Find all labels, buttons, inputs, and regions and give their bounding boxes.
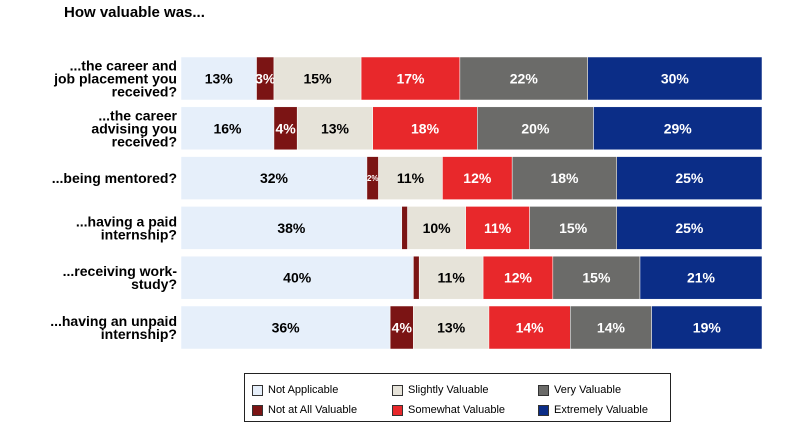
data-label: 13% [205,71,234,87]
data-label: 32% [260,170,289,186]
legend-swatch [252,384,263,396]
bar-segment [482,255,554,300]
legend-swatch [538,404,549,416]
data-label: 10% [423,220,452,236]
data-label: 4% [275,120,296,136]
bar-segment [180,206,403,250]
legend-label: Not at All Valuable [268,404,358,416]
data-label: 14% [597,320,626,336]
bar-segment [180,255,414,300]
data-label: 21% [687,270,716,286]
bar-segment [651,305,763,350]
category-label: study? [131,276,177,292]
category-label: received? [112,133,177,149]
category-label: ...being mentored? [52,170,177,186]
bar-segment [407,206,466,250]
bar-segment [593,106,763,151]
data-label: 40% [283,270,312,286]
data-label: 12% [463,170,492,186]
bar-segment [296,106,373,151]
data-label: 11% [484,220,512,236]
bar-segment [180,56,257,101]
legend-swatch [392,404,403,416]
category-label: advising you [91,120,177,136]
data-label: 18% [550,170,579,186]
data-label: 13% [321,120,350,136]
bar-segment [180,305,391,350]
legend-label: Somewhat Valuable [408,404,506,416]
data-label: 17% [396,71,425,87]
legend-swatch [538,384,549,396]
data-label: 15% [559,220,588,236]
legend-label: Slightly Valuable [408,384,489,396]
legend-swatch [392,384,403,396]
data-label: 3% [255,71,276,87]
bar-segment [616,156,763,200]
legend-label: Very Valuable [554,384,622,396]
category-label: ...the career and [70,58,177,74]
bar-segment [378,156,443,200]
data-label: 15% [304,71,333,87]
data-label: 11% [438,270,466,286]
bar-segment [413,305,490,350]
legend-swatch [252,404,263,416]
data-label: 12% [504,270,533,286]
category-label: ...receiving work- [63,263,178,279]
category-label: internship? [101,326,177,342]
data-label: 2% [367,174,379,183]
bar-segment [413,255,420,300]
category-label: received? [112,84,177,100]
bar-segment [570,305,652,350]
category-label: ...the career [98,107,177,123]
bar-segment [401,206,408,250]
bar-segment [477,106,594,151]
legend-item: Slightly Valuable [392,383,489,397]
bar-segment [488,305,571,350]
data-label: 18% [411,120,440,136]
bar-segment [418,255,484,300]
bar-segment [529,206,617,250]
category-label: job placement you [53,71,177,87]
bar-segment [442,156,513,200]
bar-segment [511,156,617,200]
legend-item: Very Valuable [538,383,621,397]
data-label: 11% [397,170,425,186]
bar-segment [587,56,763,101]
category-label: ...having a paid [76,213,177,229]
legend-label: Extremely Valuable [554,404,648,416]
data-label: 13% [437,320,466,336]
data-label: 16% [213,120,242,136]
data-label: 22% [510,71,539,87]
data-label: 4% [392,320,413,336]
bar-segment [372,106,478,151]
category-label: internship? [101,226,177,242]
legend: Not Applicable Slightly Valuable Very Valu… [244,373,671,422]
bar-segment [616,206,763,250]
bar-segment [180,156,368,200]
bar-segment [273,56,362,101]
data-label: 19% [693,320,722,336]
bar-segment [360,56,461,101]
data-label: 38% [277,220,306,236]
legend-item: Extremely Valuable [538,403,648,417]
chart-title: How valuable was... [64,4,205,21]
data-label: 36% [272,320,301,336]
bar-segment [639,255,763,300]
data-label: 14% [516,320,545,336]
data-label: 15% [582,270,611,286]
legend-item: Not at All Valuable [252,403,357,417]
legend-label: Not Applicable [268,384,339,396]
data-label: 25% [675,170,704,186]
bar-segment [552,255,641,300]
data-label: 29% [664,120,693,136]
data-label: 25% [675,220,704,236]
category-label: ...having an unpaid [50,313,177,329]
bar-segment [180,106,275,151]
legend-item: Somewhat Valuable [392,403,505,417]
legend-item: Not Applicable [252,383,338,397]
data-label: 30% [661,71,690,87]
data-label: 20% [521,120,550,136]
